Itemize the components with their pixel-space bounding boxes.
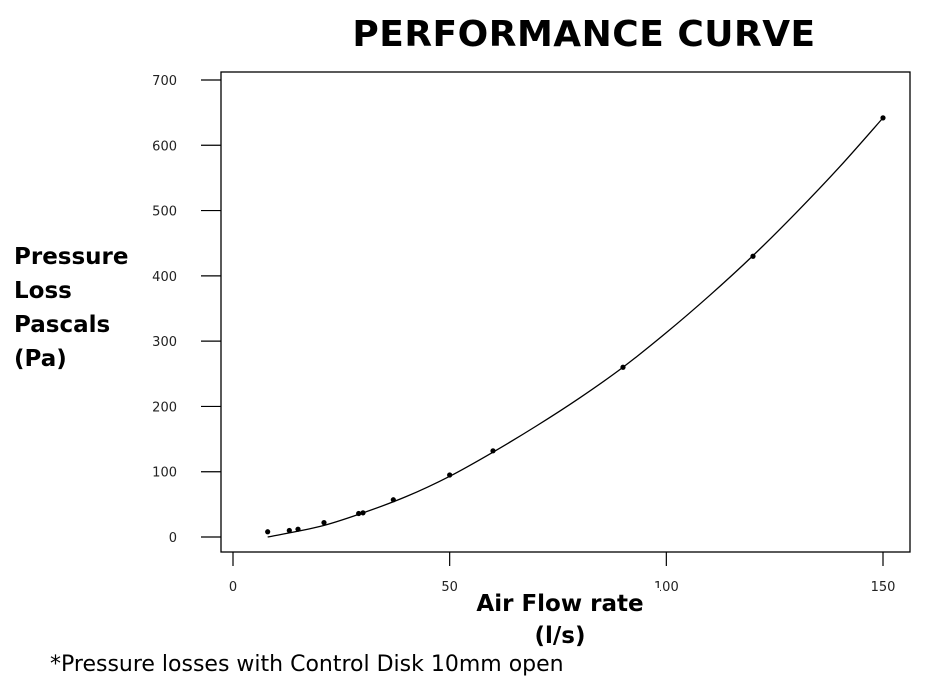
footnote: *Pressure losses with Control Disk 10mm … <box>50 652 564 677</box>
y-tick-label: 600 <box>152 139 177 154</box>
data-point <box>750 253 756 259</box>
y-axis-label-line-3: Pascals <box>14 312 111 338</box>
data-point <box>321 520 327 526</box>
x-tick-label: 50 <box>441 580 458 595</box>
y-tick-label: 700 <box>152 74 177 89</box>
y-axis-label-line-2: Loss <box>14 278 72 304</box>
data-point <box>490 448 496 454</box>
chart-title: PERFORMANCE CURVE <box>352 14 816 55</box>
y-tick-label: 200 <box>152 400 177 415</box>
x-axis-label-line-1: Air Flow rate <box>460 588 660 620</box>
y-tick-label: 300 <box>152 335 177 350</box>
data-point <box>286 527 292 534</box>
axes: 0 100 200 300 400 500 600 700 0 50 100 150 <box>152 71 911 595</box>
x-tick-label: 0 <box>229 580 237 595</box>
plot-frame <box>220 71 911 553</box>
fit-curve-layer <box>267 117 884 538</box>
data-point <box>356 510 362 517</box>
fit-curve-line <box>267 117 884 538</box>
x-tick-label: 150 <box>871 580 896 595</box>
data-point <box>295 526 301 532</box>
y-tick-label: 0 <box>169 531 177 546</box>
x-tick-label: 100 <box>654 580 679 595</box>
data-point <box>620 364 626 370</box>
data-points-layer <box>265 115 886 535</box>
y-axis-label: Pressure Loss Pascals (Pa) <box>14 240 144 376</box>
y-tick-label: 500 <box>152 205 177 220</box>
data-point <box>265 529 271 535</box>
data-point <box>880 115 886 121</box>
y-axis-label-line-4: (Pa) <box>14 346 67 372</box>
y-axis-label-line-1: Pressure <box>14 244 129 270</box>
data-point <box>360 510 366 516</box>
data-point <box>390 497 396 503</box>
y-tick-label: 100 <box>152 466 177 481</box>
x-axis-label: Air Flow rate (l/s) <box>460 588 660 652</box>
y-tick-label: 400 <box>152 270 177 285</box>
data-point <box>447 472 453 478</box>
x-axis-label-line-2: (l/s) <box>534 623 586 649</box>
